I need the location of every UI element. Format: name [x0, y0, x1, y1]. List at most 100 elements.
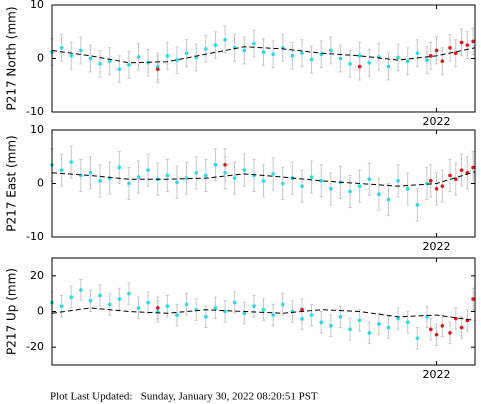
footer: Plot Last Updated: Sunday, January 30, 2…: [50, 391, 318, 403]
data-point: [357, 54, 362, 58]
data-point: [175, 180, 179, 185]
data-point: [328, 187, 333, 191]
data-point: [136, 306, 141, 310]
data-point: [232, 176, 237, 180]
data-point: [338, 56, 343, 61]
data-point: [459, 325, 464, 330]
data-point: [175, 58, 179, 62]
data-point: [300, 51, 304, 55]
data-point: [69, 160, 74, 164]
data-point: [127, 291, 131, 296]
data-point: [357, 318, 362, 323]
data-point: [386, 325, 391, 330]
data-point: [434, 187, 439, 191]
data-point: [136, 175, 141, 179]
data-point: [242, 48, 247, 53]
data-point: [155, 64, 160, 69]
data-point: [117, 67, 122, 71]
data-point: [79, 173, 83, 178]
data-point: [184, 176, 189, 180]
data-point: [117, 297, 122, 301]
data-point: [175, 313, 179, 317]
data-point: [434, 332, 439, 337]
data-point: [471, 39, 475, 44]
data-point: [59, 304, 64, 308]
data-point: [107, 302, 112, 307]
data-point: [204, 315, 208, 319]
trend-line: [51, 307, 476, 321]
data-point: [396, 316, 400, 321]
data-point: [98, 179, 102, 183]
data-point: [127, 181, 131, 186]
data-point: [184, 302, 189, 307]
y-tick-label: 20: [30, 269, 44, 282]
x-tick-label: 2022: [423, 368, 451, 381]
data-point: [300, 307, 304, 312]
x-tick-label: 2022: [423, 115, 451, 128]
data-point: [290, 54, 295, 58]
data-point: [309, 175, 314, 179]
trend-line: [51, 171, 476, 187]
data-point: [386, 64, 391, 69]
data-point: [415, 51, 420, 55]
data-point: [348, 62, 352, 66]
data-point: [367, 60, 372, 65]
data-point: [405, 187, 410, 191]
data-point: [252, 41, 256, 46]
data-point: [88, 171, 93, 175]
data-point: [377, 322, 381, 326]
data-point: [434, 48, 439, 53]
data-point: [223, 37, 227, 42]
data-point: [107, 59, 112, 63]
y-axis-label: P217 East (mm): [5, 135, 19, 231]
data-point: [69, 54, 74, 58]
data-point: [98, 62, 102, 66]
data-point: [405, 59, 410, 63]
data-point: [98, 293, 102, 298]
data-point: [448, 173, 452, 178]
data-point: [69, 295, 74, 300]
data-point: [465, 43, 470, 47]
data-point: [223, 162, 227, 167]
data-point: [300, 316, 304, 321]
y-tick-label: -20: [26, 340, 44, 353]
data-point: [88, 56, 93, 61]
data-point: [59, 168, 64, 172]
data-point: [59, 46, 64, 50]
data-point: [357, 184, 362, 188]
data-point: [428, 179, 433, 183]
data-point: [194, 171, 199, 175]
trend-line: [51, 46, 476, 64]
data-point: [367, 331, 372, 335]
data-point: [280, 302, 285, 307]
data-point: [328, 323, 333, 328]
data-point: [328, 48, 333, 53]
data-point: [428, 54, 433, 58]
data-point: [165, 54, 170, 58]
y-tick-label: 0: [37, 52, 44, 65]
data-point: [136, 55, 141, 59]
y-tick-label: 0: [37, 305, 44, 318]
y-axis-label: P217 North (mm): [5, 6, 19, 110]
data-point: [415, 336, 420, 341]
data-point: [396, 179, 400, 183]
data-point: [204, 47, 208, 51]
data-point: [425, 58, 429, 62]
data-point: [440, 323, 445, 328]
data-point: [453, 51, 458, 55]
data-point: [155, 67, 160, 71]
data-point: [367, 177, 372, 182]
data-point: [471, 297, 475, 301]
data-point: [261, 307, 266, 312]
data-point: [415, 203, 420, 207]
data-point: [271, 52, 275, 57]
data-point: [165, 173, 170, 178]
data-point: [280, 181, 285, 186]
data-point: [309, 313, 314, 317]
data-point: [425, 181, 429, 186]
data-point: [261, 179, 266, 183]
data-point: [440, 184, 445, 188]
data-point: [428, 327, 433, 332]
